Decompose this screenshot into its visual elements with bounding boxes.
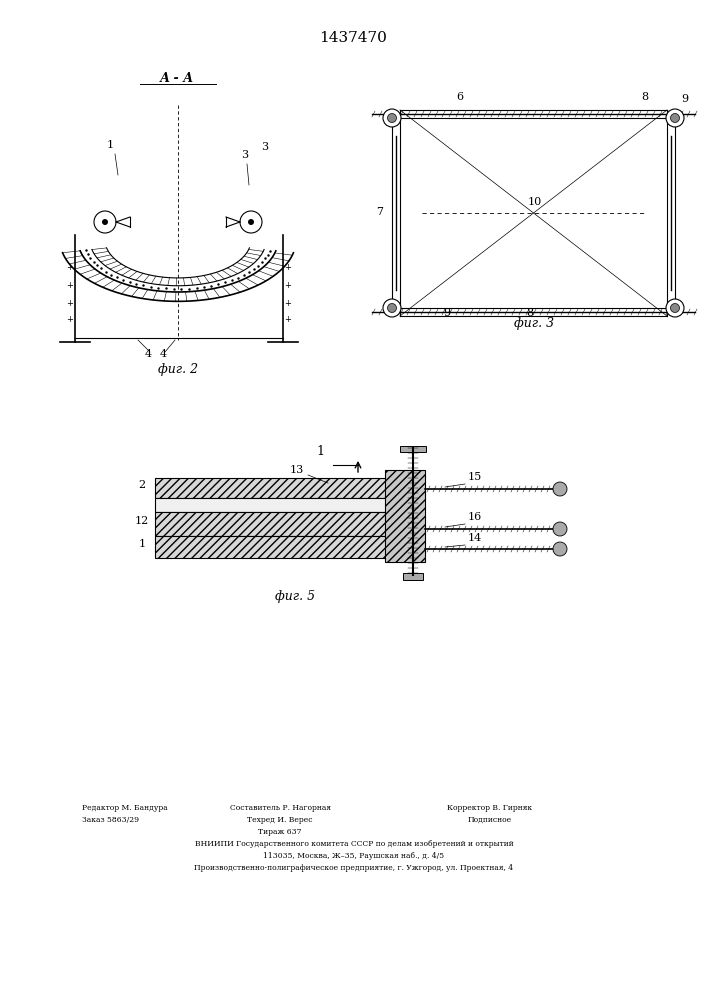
Text: +: + — [284, 263, 291, 272]
Text: 1: 1 — [139, 539, 146, 549]
Text: 7: 7 — [377, 207, 383, 217]
Circle shape — [666, 299, 684, 317]
Circle shape — [670, 113, 679, 122]
Text: 1: 1 — [316, 445, 324, 458]
Text: 16: 16 — [468, 512, 482, 522]
Text: 4: 4 — [160, 349, 167, 359]
Polygon shape — [155, 498, 390, 512]
Text: Производственно-полиграфическое предприятие, г. Ужгород, ул. Проектная, 4: Производственно-полиграфическое предприя… — [194, 864, 513, 872]
Text: 13: 13 — [290, 465, 304, 475]
Text: 12: 12 — [135, 516, 149, 526]
Polygon shape — [155, 478, 390, 498]
Text: 2: 2 — [139, 480, 146, 490]
Polygon shape — [385, 470, 425, 562]
Circle shape — [553, 542, 567, 556]
Text: А - А: А - А — [160, 72, 194, 85]
Bar — [400, 446, 426, 452]
Text: +: + — [66, 316, 74, 324]
Text: 14: 14 — [468, 533, 482, 543]
Text: 1437470: 1437470 — [319, 31, 387, 45]
Text: фиг. 3: фиг. 3 — [514, 317, 554, 330]
Text: 8: 8 — [641, 92, 648, 102]
Text: 9: 9 — [443, 308, 450, 318]
Text: фиг. 5: фиг. 5 — [275, 590, 315, 603]
Text: 10: 10 — [528, 197, 542, 207]
Text: Составитель Р. Нагорная: Составитель Р. Нагорная — [230, 804, 330, 812]
Circle shape — [666, 109, 684, 127]
Text: фиг. 2: фиг. 2 — [158, 363, 198, 376]
Text: Техред И. Верес: Техред И. Верес — [247, 816, 312, 824]
Text: +: + — [284, 298, 291, 308]
Circle shape — [383, 109, 401, 127]
Circle shape — [553, 482, 567, 496]
Text: ВНИИПИ Государственного комитета СССР по делам изобретений и открытий: ВНИИПИ Государственного комитета СССР по… — [194, 840, 513, 848]
Circle shape — [383, 299, 401, 317]
Text: 8: 8 — [527, 308, 534, 318]
Circle shape — [553, 522, 567, 536]
Polygon shape — [155, 512, 390, 536]
Text: +: + — [284, 316, 291, 324]
Circle shape — [248, 219, 254, 225]
Text: Тираж 637: Тираж 637 — [258, 828, 302, 836]
Text: 4: 4 — [144, 349, 151, 359]
Circle shape — [387, 304, 397, 312]
Text: 15: 15 — [468, 472, 482, 482]
Text: Редактор М. Бандура: Редактор М. Бандура — [82, 804, 168, 812]
Circle shape — [670, 304, 679, 312]
Text: 6: 6 — [457, 92, 464, 102]
Polygon shape — [155, 536, 390, 558]
Text: 9: 9 — [682, 94, 689, 104]
Bar — [403, 573, 423, 580]
Text: +: + — [66, 263, 74, 272]
Circle shape — [102, 219, 108, 225]
Text: 3: 3 — [262, 142, 269, 152]
Text: Корректор В. Гирняк: Корректор В. Гирняк — [448, 804, 532, 812]
Circle shape — [387, 113, 397, 122]
Text: Заказ 5863/29: Заказ 5863/29 — [82, 816, 139, 824]
Text: 113035, Москва, Ж–35, Раушская наб., д. 4/5: 113035, Москва, Ж–35, Раушская наб., д. … — [264, 852, 445, 860]
Text: +: + — [66, 280, 74, 290]
Text: +: + — [66, 298, 74, 308]
Text: 1: 1 — [107, 140, 114, 150]
Text: Подписное: Подписное — [468, 816, 512, 824]
Text: +: + — [284, 280, 291, 290]
Text: 3: 3 — [241, 150, 249, 160]
